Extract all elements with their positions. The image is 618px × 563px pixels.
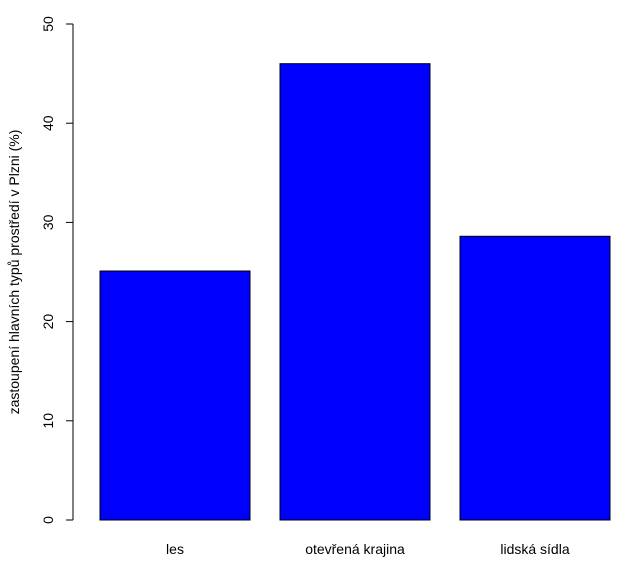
y-tick-label: 20 — [40, 314, 56, 330]
y-ticks: 0 10 20 30 40 50 — [40, 16, 73, 524]
x-category-label: lidská sídla — [500, 541, 569, 557]
x-category-labels: les otevřená krajina lidská sídla — [166, 541, 570, 557]
x-category-label: otevřená krajina — [305, 541, 405, 557]
bars — [99, 63, 611, 521]
y-axis-title: zastoupení hlavních typů prostředí v Plz… — [6, 130, 22, 415]
bar-lidská-sídla — [459, 235, 611, 521]
y-tick-label: 40 — [40, 115, 56, 131]
bar-les — [99, 270, 251, 521]
y-tick-label: 50 — [40, 16, 56, 32]
y-tick-label: 30 — [40, 214, 56, 230]
x-category-label: les — [166, 541, 184, 557]
y-tick-label: 10 — [40, 413, 56, 429]
y-tick-label: 0 — [40, 516, 56, 524]
bar-otevřená-krajina — [279, 63, 431, 521]
